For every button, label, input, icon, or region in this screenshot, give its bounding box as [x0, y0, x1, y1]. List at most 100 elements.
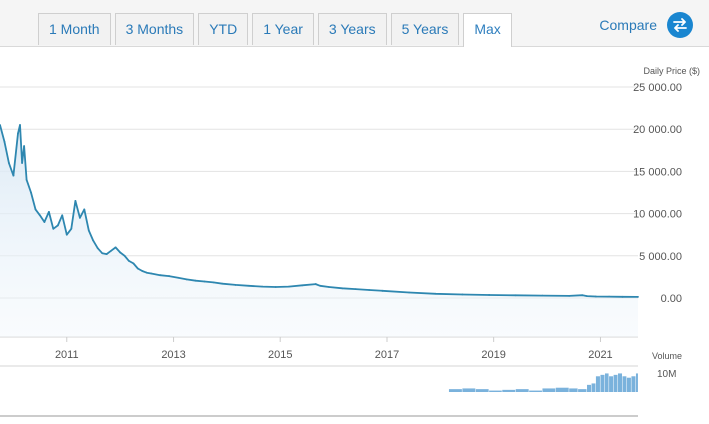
price-point: [96, 247, 99, 250]
price-point: [136, 267, 139, 270]
price-point: [274, 286, 277, 288]
tab-1-month[interactable]: 1 Month: [38, 13, 111, 45]
price-point: [621, 295, 624, 298]
volume-bar: [448, 389, 462, 392]
price-point: [354, 288, 357, 291]
price-point: [52, 227, 55, 230]
price-point: [261, 285, 264, 288]
price-point: [132, 262, 135, 265]
price-point: [43, 221, 46, 223]
tab-3-months[interactable]: 3 Months: [114, 13, 195, 45]
price-point: [25, 178, 28, 181]
tab-5-years[interactable]: 5 Years: [390, 13, 460, 45]
price-point: [38, 214, 41, 217]
volume-bar: [635, 373, 638, 392]
x-tick-label: 2017: [375, 349, 399, 361]
volume-bar: [595, 376, 600, 392]
volume-bar: [462, 388, 476, 392]
price-point: [12, 174, 15, 177]
volume-title: Volume: [652, 351, 682, 361]
price-point: [608, 295, 610, 298]
price-point: [3, 140, 6, 143]
price-point: [119, 251, 121, 254]
price-point: [234, 284, 237, 286]
price-area: [0, 125, 638, 337]
price-point: [194, 279, 197, 282]
price-point: [368, 289, 371, 291]
price-point: [23, 145, 26, 147]
price-point: [21, 162, 23, 164]
price-point: [514, 294, 517, 297]
price-point: [30, 191, 32, 194]
price-point: [381, 289, 384, 292]
volume-bar: [555, 387, 569, 392]
price-point: [203, 280, 206, 283]
price-point: [586, 295, 588, 298]
price-point: [79, 216, 81, 219]
price-point: [61, 214, 64, 217]
volume-bar: [604, 373, 609, 392]
compare-button[interactable]: Compare: [599, 12, 693, 38]
tab-3-years[interactable]: 3 Years: [317, 13, 387, 45]
volume-bar: [502, 389, 516, 392]
y-axis-title: Daily Price ($): [643, 66, 700, 76]
x-tick-label: 2015: [268, 349, 292, 361]
volume-bar: [613, 374, 618, 392]
volume-bar: [515, 389, 529, 392]
price-point: [185, 278, 188, 281]
price-point: [105, 253, 108, 256]
price-point: [150, 272, 153, 275]
price-point: [92, 239, 95, 242]
volume-bar: [609, 376, 614, 392]
price-point: [159, 274, 162, 277]
price-point: [145, 271, 148, 274]
price-point: [541, 294, 544, 297]
tab-1-year[interactable]: 1 Year: [252, 13, 314, 45]
tab-ytd[interactable]: YTD: [198, 13, 249, 45]
price-point: [221, 282, 224, 285]
volume-bar: [587, 384, 592, 392]
volume-bar: [569, 388, 578, 392]
price-point: [8, 162, 10, 164]
price-point: [568, 294, 571, 297]
x-tick-label: 2013: [161, 349, 185, 361]
price-point: [248, 284, 250, 287]
price-point: [581, 294, 584, 297]
price-point: [56, 224, 59, 227]
swap-arrows-icon: [667, 12, 693, 38]
compare-label: Compare: [599, 17, 657, 33]
volume-bar: [591, 383, 596, 392]
y-tick-label: 25 000.00: [633, 82, 682, 94]
price-point: [19, 124, 21, 126]
tab-max[interactable]: Max: [463, 13, 512, 47]
volume-bar: [622, 376, 627, 392]
volume-bar: [631, 376, 636, 392]
x-tick-label: 2021: [588, 349, 612, 361]
price-point: [212, 281, 215, 284]
price-point: [17, 132, 19, 135]
volume-bar: [600, 374, 605, 392]
price-point: [110, 249, 113, 252]
price-point: [461, 293, 464, 296]
y-tick-label: 5 000.00: [639, 251, 682, 263]
volume-bar: [578, 389, 587, 392]
price-point: [0, 124, 1, 126]
price-point: [341, 287, 344, 290]
volume-bar: [489, 390, 502, 392]
price-point: [328, 286, 330, 288]
volume-tick-label: 10M: [657, 369, 676, 380]
price-point: [127, 259, 130, 262]
price-point: [314, 283, 317, 285]
price-point: [595, 295, 597, 298]
price-point: [101, 252, 104, 255]
y-tick-label: 0.00: [661, 293, 682, 305]
price-point: [177, 276, 179, 279]
volume-bar: [617, 373, 623, 392]
range-tabs: 1 Month 3 Months YTD 1 Year 3 Years 5 Years Ma…: [38, 13, 512, 47]
price-point: [301, 284, 304, 287]
price-point: [488, 294, 491, 296]
price-point: [637, 296, 639, 298]
price-point: [83, 208, 86, 211]
y-tick-label: 10 000.00: [633, 209, 682, 221]
